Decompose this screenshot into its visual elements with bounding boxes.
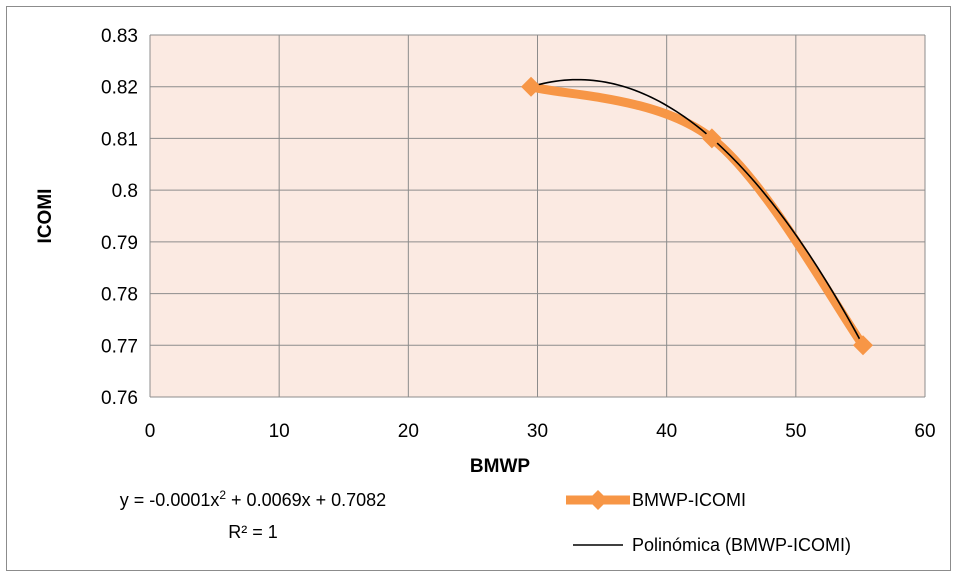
equation-prefix: y = -0.0001x	[120, 490, 220, 510]
series-layer	[521, 76, 873, 356]
y-tick-label: 0.81	[101, 129, 138, 150]
data-point-marker	[701, 128, 722, 149]
legend-trendline-label: Polinómica (BMWP-ICOMI)	[632, 535, 851, 555]
data-point-marker	[521, 76, 542, 97]
legend-series-marker	[588, 490, 608, 510]
y-axis-ticks: 0.76 0.77 0.78 0.79 0.8 0.81 0.82 0.83	[101, 26, 138, 409]
y-axis-title: ICOMI	[35, 189, 56, 244]
x-tick-label: 30	[527, 421, 548, 442]
y-tick-label: 0.83	[101, 26, 138, 47]
x-tick-label: 50	[785, 421, 806, 442]
equation-suffix: + 0.0069x + 0.7082	[226, 490, 386, 510]
y-tick-label: 0.77	[101, 336, 138, 357]
x-axis-ticks: 0 10 20 30 40 50 60	[145, 421, 936, 442]
x-tick-label: 0	[145, 421, 156, 442]
y-tick-label: 0.78	[101, 285, 138, 306]
legend-series-label: BMWP-ICOMI	[632, 490, 746, 510]
r-squared-label: R² = 1	[228, 522, 278, 542]
y-tick-label: 0.82	[101, 78, 138, 99]
equation-superscript: 2	[219, 488, 226, 502]
data-point-marker	[853, 335, 873, 356]
y-tick-label: 0.8	[112, 181, 138, 202]
x-tick-label: 10	[269, 421, 290, 442]
x-axis-title: BMWP	[470, 456, 530, 477]
legend: BMWP-ICOMI Polinómica (BMWP-ICOMI)	[566, 490, 851, 555]
x-tick-label: 20	[398, 421, 419, 442]
x-tick-label: 40	[656, 421, 677, 442]
svg-text:y = -0.0001x2 + 0.0069x + 0.70: y = -0.0001x2 + 0.0069x + 0.7082	[120, 488, 386, 510]
trendline-equation: y = -0.0001x2 + 0.0069x + 0.7082 R² = 1	[120, 488, 386, 542]
y-tick-label: 0.76	[101, 388, 138, 409]
trendline-polynomial	[530, 78, 864, 346]
x-tick-label: 60	[914, 421, 935, 442]
y-tick-label: 0.79	[101, 233, 138, 254]
